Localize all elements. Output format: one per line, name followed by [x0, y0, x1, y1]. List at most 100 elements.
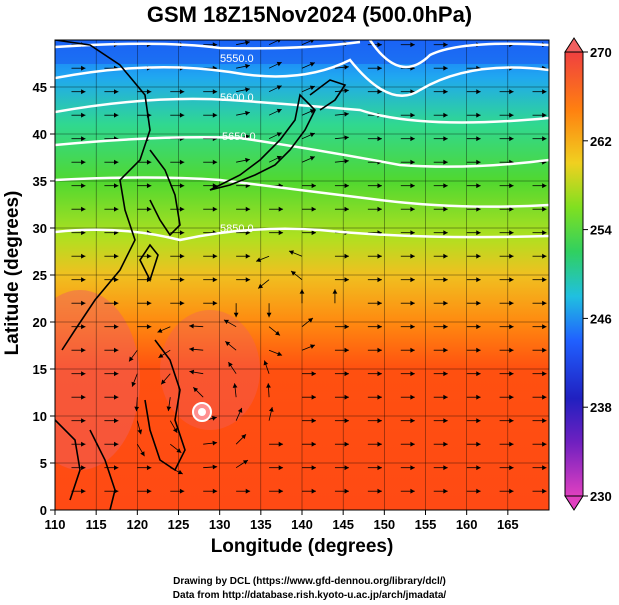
hokkaido-coastline — [309, 79, 347, 111]
streamline-arrowhead — [509, 183, 514, 189]
streamline-arrowhead — [377, 42, 382, 48]
x-axis: 110 115 120 125 130 135 140 145 150 155 160 165 — [45, 510, 519, 532]
warm-patch — [55, 290, 140, 470]
streamline-arrowhead — [509, 277, 514, 283]
streamline-arrowhead — [443, 441, 448, 447]
streamline-arrowhead — [268, 407, 274, 412]
streamline-arrowhead — [311, 418, 316, 424]
streamline-arrowhead — [114, 324, 119, 330]
streamline-arrowhead — [131, 381, 136, 387]
streamline-arrowhead — [476, 324, 481, 330]
streamline-arrowhead — [443, 136, 448, 142]
colorbar-scale — [564, 51, 584, 497]
x-tick-label: 130 — [209, 517, 231, 532]
streamline-arrowhead — [114, 465, 119, 471]
streamline-arrowhead — [377, 300, 382, 306]
streamline-arrowhead — [542, 253, 547, 259]
streamline-arrowhead — [476, 394, 481, 400]
streamline-arrowhead — [443, 347, 448, 353]
streamline-arrowhead — [542, 136, 547, 142]
streamline-arrowhead — [332, 289, 338, 294]
streamline-arrowhead — [476, 347, 481, 353]
streamline-arrowhead — [309, 132, 315, 138]
streamline-arrowhead — [377, 441, 382, 447]
streamline-arrowhead — [410, 418, 415, 424]
streamline-arrowhead — [81, 324, 86, 330]
streamline-arrowhead — [443, 159, 448, 165]
streamline-arrowhead — [114, 418, 119, 424]
streamline-arrowhead — [179, 253, 185, 259]
streamline-arrowhead — [542, 112, 547, 118]
streamline-arrowhead — [275, 330, 280, 336]
streamline-arrowhead — [410, 42, 415, 48]
streamline-arrowhead — [211, 416, 217, 421]
streamline-arrowhead — [476, 488, 481, 494]
streamline-arrowhead — [443, 65, 448, 71]
streamline-arrowhead — [542, 324, 547, 330]
streamline-arrowhead — [146, 465, 152, 471]
streamline-arrowhead — [81, 253, 86, 259]
streamline-arrowhead — [443, 230, 448, 236]
streamline-arrowhead — [542, 488, 547, 494]
streamline-arrowhead — [377, 394, 382, 400]
colorbar-top-arrow — [564, 37, 584, 53]
y-tick-label: 5 — [40, 456, 47, 471]
contour-line — [55, 227, 549, 242]
streamline-arrowhead — [542, 394, 547, 400]
streamline-arrowhead — [189, 323, 194, 329]
streamline-arrowhead — [299, 289, 305, 294]
indochina-coastline — [89, 429, 116, 510]
streamline-arrowhead — [509, 324, 514, 330]
contour-line — [55, 58, 549, 97]
streamline-arrowhead — [476, 112, 481, 118]
streamline-arrowhead — [311, 183, 316, 189]
contour-line — [368, 40, 549, 69]
y-axis: 0 5 10 15 20 25 30 35 40 45 — [33, 80, 55, 518]
x-tick-label: 115 — [86, 517, 107, 532]
streamline-arrowhead — [443, 371, 448, 377]
streamline-arrowhead — [114, 277, 119, 283]
streamline-arrowhead — [377, 324, 382, 330]
streamline-arrowhead — [443, 488, 448, 494]
streamline-arrowhead — [114, 89, 119, 95]
streamline-arrowhead — [212, 440, 218, 446]
contour-label: 5650.0 — [222, 131, 256, 143]
streamline-arrowhead — [509, 465, 514, 471]
streamline-arrowhead — [344, 64, 349, 70]
streamline-arrowhead — [344, 488, 349, 494]
streamline-arrowhead — [443, 300, 448, 306]
streamline-arrowhead — [509, 441, 514, 447]
mainland-coastline — [55, 419, 81, 501]
streamline-arrowhead — [179, 488, 185, 494]
colorbar: 230 238 246 254 262 270 — [564, 37, 612, 511]
streamline-arrowhead — [542, 206, 547, 212]
streamline-arrowhead — [311, 394, 316, 400]
contour-line — [55, 40, 361, 50]
streamline-arrowhead — [189, 369, 195, 375]
streamline-arrowhead — [310, 344, 315, 349]
streamline-arrowhead — [146, 488, 152, 494]
streamline-arrowhead — [377, 65, 382, 71]
streamline-arrowhead — [476, 441, 481, 447]
streamline-arrowhead — [344, 324, 349, 330]
streamline-arrowhead — [542, 465, 547, 471]
streamline-arrowhead — [212, 112, 218, 118]
streamline-arrowhead — [81, 488, 86, 494]
streamline-arrowhead — [377, 206, 382, 212]
streamline-arrowhead — [146, 159, 152, 165]
streamline-arrowhead — [278, 488, 284, 494]
warm-patch-2 — [160, 310, 260, 430]
streamline-arrowhead — [476, 206, 481, 212]
streamline-arrowhead — [114, 394, 119, 400]
x-tick-label: 120 — [126, 517, 148, 532]
streamline-arrowhead — [443, 418, 448, 424]
streamline-arrowhead — [410, 277, 415, 283]
streamline-arrowhead — [157, 328, 163, 333]
streamline-arrowhead — [179, 300, 185, 306]
streamline-arrowhead — [179, 277, 185, 283]
x-tick-label: 155 — [415, 517, 437, 532]
streamline-arrowhead — [278, 230, 284, 236]
streamline-arrowhead — [509, 206, 514, 212]
streamline-arrowhead — [81, 206, 86, 212]
